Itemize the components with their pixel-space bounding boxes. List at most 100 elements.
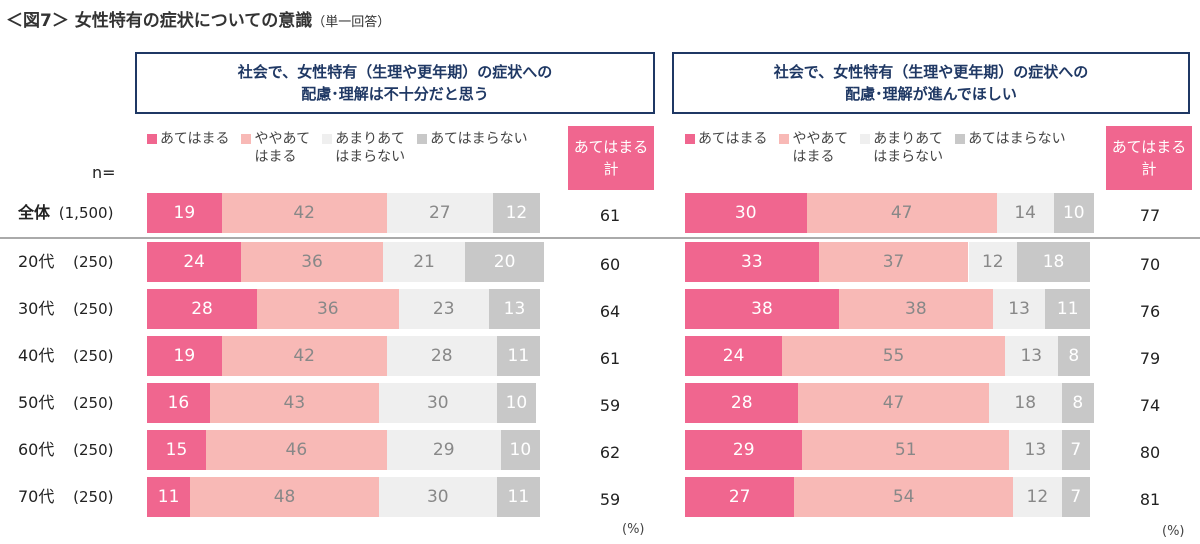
bar-segment: 24 [685, 336, 783, 376]
bar-segment: 46 [205, 430, 387, 470]
bar-segment: 42 [221, 193, 387, 233]
bar-segment: 13 [488, 289, 540, 329]
legend-item: あまりあて はまらない [322, 130, 405, 166]
total-value: 74 [1139, 396, 1161, 415]
bar-segment: 13 [1009, 430, 1062, 470]
row-n: (250) [68, 394, 114, 412]
title-note: （単一回答） [312, 15, 391, 30]
row-label: 全体 (1,500) [18, 193, 113, 233]
bar-segment: 23 [398, 289, 489, 329]
bar-segment: 38 [685, 289, 839, 329]
legend-label: あまりあて はまらない [873, 131, 944, 165]
legend-item: ややあて はまる [241, 130, 310, 166]
total-value: 60 [599, 255, 621, 274]
n-label: n= [92, 163, 116, 182]
row-group: 50代 [18, 393, 55, 412]
right-unit: (%) [1162, 524, 1185, 539]
divider [0, 237, 1200, 239]
row-n: (1,500) [54, 204, 114, 222]
bar-segment: 43 [209, 383, 379, 423]
row-group: 30代 [18, 299, 55, 318]
bar-segment: 18 [988, 383, 1062, 423]
bar-segment: 55 [782, 336, 1005, 376]
bar-segment: 7 [1061, 430, 1090, 470]
right-sum-header: あてはまる 計 [1106, 126, 1192, 190]
left-unit: (%) [622, 522, 645, 537]
legend-swatch [779, 134, 790, 144]
bar-segment: 11 [147, 477, 191, 517]
bar-segment: 27 [685, 477, 795, 517]
bar-segment: 51 [802, 430, 1009, 470]
row-label: 70代 (250) [18, 477, 113, 517]
bar-segment: 14 [996, 193, 1054, 233]
total-value: 61 [599, 206, 621, 225]
legend-item: ややあて はまる [779, 130, 848, 166]
row-label: 30代 (250) [18, 289, 113, 329]
legend-swatch [685, 134, 695, 144]
bar-segment: 42 [221, 336, 387, 376]
bar-segment: 47 [798, 383, 989, 423]
legend-swatch [322, 134, 333, 144]
total-value: 77 [1139, 206, 1161, 225]
total-value: 76 [1139, 302, 1161, 321]
bar-segment: 19 [147, 193, 222, 233]
total-value: 61 [599, 349, 621, 368]
bar-segment: 11 [496, 336, 540, 376]
bar-segment: 47 [806, 193, 997, 233]
bar-segment: 12 [492, 193, 540, 233]
bar-segment: 13 [992, 289, 1046, 329]
bar-segment: 33 [685, 242, 819, 282]
bar-segment: 21 [382, 242, 466, 282]
bar-segment: 54 [794, 477, 1014, 517]
bar-segment: 15 [147, 430, 206, 470]
bar-segment: 12 [1013, 477, 1062, 517]
total-value: 70 [1139, 255, 1161, 274]
bar-segment: 28 [685, 383, 799, 423]
row-label: 40代 (250) [18, 336, 113, 376]
row-n: (250) [68, 441, 114, 459]
legend-label: あてはまらない [968, 131, 1066, 147]
legend-swatch [860, 134, 871, 144]
row-group: 60代 [18, 440, 55, 459]
bar-segment: 10 [500, 430, 540, 470]
bar-segment: 38 [838, 289, 993, 329]
left-chart-title: 社会で、女性特有（生理や更年期）の症状への 配慮･理解は不十分だと思う [135, 52, 655, 114]
row-label: 20代 (250) [18, 242, 113, 282]
bar-segment: 16 [147, 383, 210, 423]
legend-swatch [417, 134, 428, 144]
total-value: 59 [599, 396, 621, 415]
bar-segment: 29 [386, 430, 501, 470]
figure-title: ＜図7＞ 女性特有の症状についての意識（単一回答） [6, 6, 390, 31]
row-group: 全体 [18, 203, 51, 222]
legend-swatch [955, 134, 966, 144]
bar-segment: 29 [685, 430, 803, 470]
row-label: 60代 (250) [18, 430, 113, 470]
row-group: 70代 [18, 487, 55, 506]
legend-label: ややあて はまる [254, 131, 311, 165]
bar-segment: 30 [685, 193, 807, 233]
bar-segment: 18 [1017, 242, 1090, 282]
row-n: (250) [68, 488, 114, 506]
bar-segment: 36 [257, 289, 399, 329]
bar-segment: 30 [378, 383, 497, 423]
bar-segment: 20 [465, 242, 544, 282]
bar-segment: 10 [1053, 193, 1095, 233]
legend-label: あまりあて はまらない [335, 131, 406, 165]
row-group: 40代 [18, 346, 55, 365]
legend-label: あてはまらない [430, 131, 528, 147]
legend-swatch [241, 134, 252, 144]
bar-segment: 24 [147, 242, 242, 282]
right-legend: あてはまる ややあて はまる あまりあて はまらない あてはまらない [685, 130, 1066, 166]
row-n: (250) [68, 347, 114, 365]
bar-segment: 8 [1057, 336, 1090, 376]
legend-label: あてはまる [698, 131, 768, 147]
bar-segment: 10 [496, 383, 537, 423]
bar-segment: 11 [1045, 289, 1090, 329]
bar-segment: 8 [1061, 383, 1095, 423]
bar-segment: 30 [378, 477, 497, 517]
row-n: (250) [68, 300, 114, 318]
legend-label: ややあて はまる [792, 131, 849, 165]
row-label: 50代 (250) [18, 383, 113, 423]
bar-segment: 48 [190, 477, 379, 517]
bar-segment: 7 [1061, 477, 1090, 517]
